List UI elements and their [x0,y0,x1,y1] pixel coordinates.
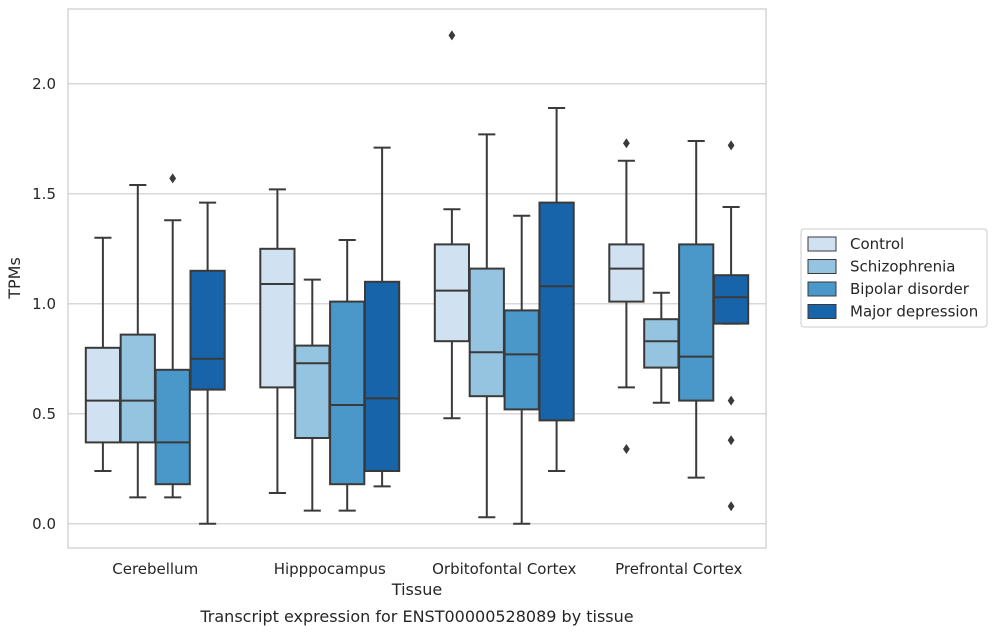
box-iqr [189,269,226,391]
y-tick-label: 0.0 [32,515,56,533]
x-axis-label: Tissue [391,580,442,599]
x-tick-label: Cerebellum [112,560,198,578]
box-group [363,146,401,488]
box-group [503,214,540,525]
box-group [119,184,156,499]
box-group [84,236,122,472]
box-group [538,107,575,472]
y-ticks: 0.0 0.5 1.0 1.5 2.0 [32,75,56,533]
box-group [678,140,715,479]
legend-label: Major depression [850,303,978,321]
y-tick-label: 0.5 [32,405,56,423]
box-iqr [608,243,645,303]
box-iqr [678,243,715,402]
y-tick-label: 1.0 [32,295,56,313]
legend-swatch [807,304,837,319]
box-iqr [538,201,575,422]
box-iqr [259,247,296,389]
legend-label: Bipolar disorder [850,280,970,298]
plot-frame [67,8,767,549]
box-iqr [84,346,122,444]
box-group [643,291,680,404]
outlier-marker [623,138,630,149]
outlier-marker [727,435,735,446]
box-group [433,30,471,420]
outlier-marker [169,173,177,184]
box-group [189,201,226,525]
box-group [154,173,191,499]
outlier-marker [727,501,735,512]
legend-frame [800,228,988,328]
y-axis-label: TPMs [5,257,24,300]
box-iqr [433,243,471,343]
y-tick-label: 2.0 [32,75,56,93]
y-tick-label: 1.5 [32,185,56,203]
box-iqr [363,280,401,472]
legend-swatch [807,281,837,297]
legend: Control Schizophrenia Bipolar disorder Majo… [800,228,988,328]
legend-label: Schizophrenia [850,258,955,276]
outlier-marker [623,444,630,454]
x-tick-label: Orbitofontal Cortex [432,560,576,578]
box-iqr [712,274,750,325]
x-tick-label: Hipppocampus [274,560,386,578]
outlier-marker [448,30,456,41]
legend-swatch [807,236,837,252]
x-ticks: Cerebellum Hipppocampus Orbitofontal Corte… [112,560,742,578]
outlier-marker [727,140,735,151]
x-tick-label: Prefrontal Cortex [615,560,742,578]
box-group [468,133,505,519]
box-iqr [329,300,366,486]
chart-caption: Transcript expression for ENST0000052808… [199,607,633,626]
box-iqr [154,368,191,486]
box-iqr [643,318,680,369]
box-group [259,188,296,494]
box-iqr [119,333,156,444]
legend-label: Control [850,235,904,253]
outlier-marker [727,395,735,406]
box-iqr [503,309,540,411]
box-iqr [468,267,505,398]
box-iqr [294,344,331,440]
box-group [712,140,750,512]
box-groups [84,30,750,525]
legend-swatch [807,259,837,274]
box-group [608,138,645,454]
